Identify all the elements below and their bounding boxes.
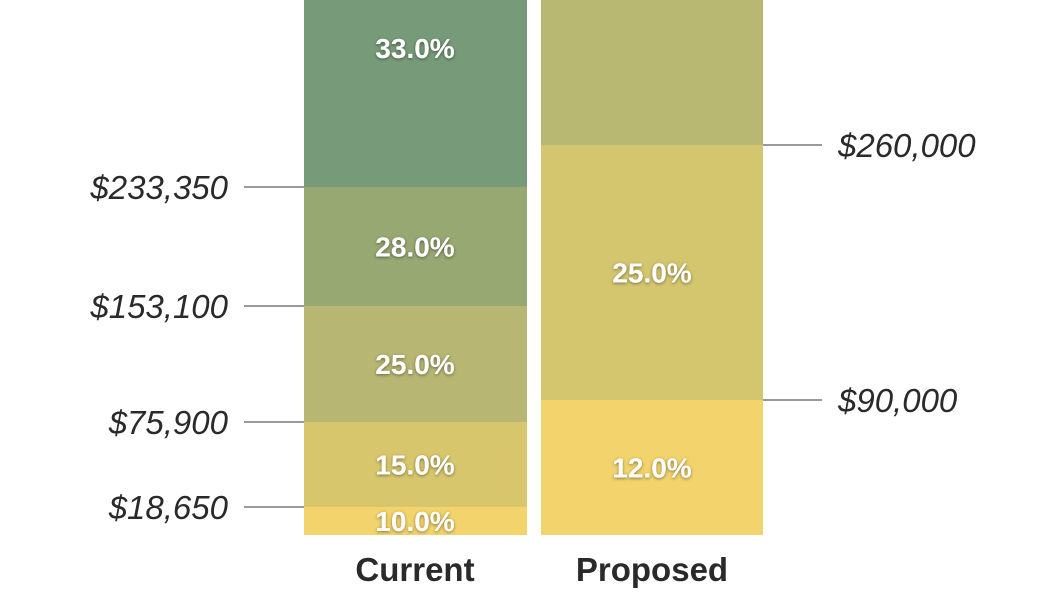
bar-segment-proposed-1 (541, 145, 763, 400)
rate-label-proposed-1: 25.0% (612, 258, 691, 289)
threshold-label-current-2: $153,100 (89, 288, 228, 325)
rate-label-current-3: 28.0% (375, 232, 454, 263)
bar-segment-proposed-0 (541, 400, 763, 535)
rate-label-current-4: 33.0% (375, 33, 454, 64)
rate-label-proposed-0: 12.0% (612, 453, 691, 484)
bar-segment-proposed-2 (541, 0, 763, 145)
column-label-current: Current (355, 551, 474, 588)
bar-segment-current-3 (304, 187, 527, 306)
bar-segment-current-1 (304, 422, 527, 507)
bar-segment-current-0 (304, 507, 527, 535)
threshold-label-current-3: $233,350 (89, 169, 228, 206)
threshold-label-proposed-1: $260,000 (837, 127, 976, 164)
column-label-proposed: Proposed (576, 551, 728, 588)
threshold-label-current-0: $18,650 (108, 489, 229, 526)
threshold-label-proposed-0: $90,000 (837, 382, 958, 419)
threshold-label-current-1: $75,900 (108, 404, 229, 441)
rate-label-current-2: 25.0% (375, 349, 454, 380)
rate-label-current-1: 15.0% (375, 450, 454, 481)
bar-segment-current-2 (304, 306, 527, 422)
bar-segment-current-4 (304, 0, 527, 187)
rate-label-current-0: 10.0% (375, 506, 454, 537)
